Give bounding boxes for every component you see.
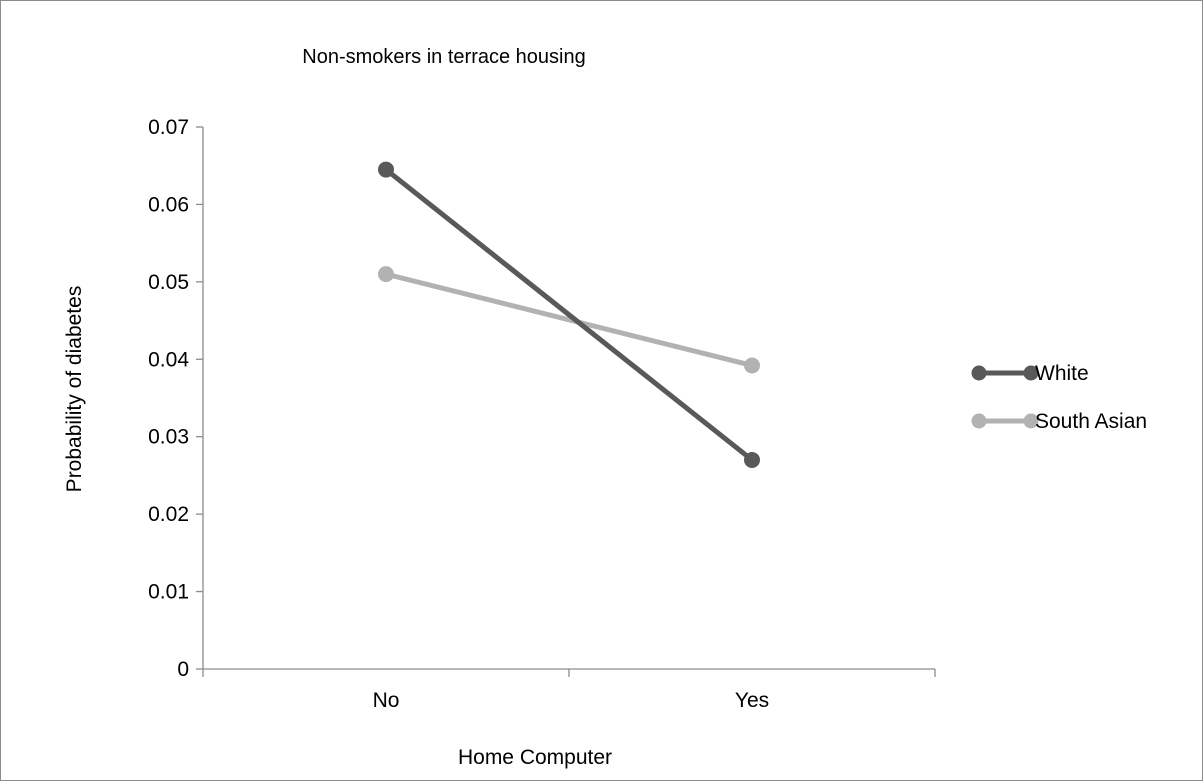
y-tick-label: 0.02 <box>148 503 189 526</box>
data-point-south-asian-yes <box>744 357 760 374</box>
legend-marker <box>1023 413 1039 429</box>
x-axis-title: Home Computer <box>458 746 612 769</box>
legend-label-white: White <box>1035 362 1089 385</box>
x-tick-label-no: No <box>373 689 400 712</box>
legend: White South Asian <box>971 362 1147 433</box>
axes: 0 0.01 0.02 0.03 0.04 0.05 0.06 0.07 No Yes <box>148 116 936 712</box>
data-point-white-yes <box>744 451 760 468</box>
y-tick-label: 0 <box>177 658 189 681</box>
chart-title: Non-smokers in terrace housing <box>302 46 585 68</box>
data-point-white-no <box>378 161 394 178</box>
y-tick-label: 0.05 <box>148 271 189 294</box>
y-tick-label: 0.06 <box>148 193 189 216</box>
legend-marker <box>971 365 987 381</box>
series-layer <box>378 161 760 468</box>
legend-item-south-asian: South Asian <box>971 410 1147 433</box>
y-tick-label: 0.07 <box>148 116 189 139</box>
y-tick-label: 0.03 <box>148 426 189 449</box>
series-line-white <box>384 167 754 462</box>
legend-label-south-asian: South Asian <box>1035 410 1147 433</box>
legend-item-white: White <box>971 362 1089 385</box>
y-tick-label: 0.04 <box>148 348 189 371</box>
legend-marker <box>1023 365 1039 381</box>
x-tick-label-yes: Yes <box>735 689 769 712</box>
series-white <box>378 161 760 468</box>
series-south-asian <box>378 266 760 374</box>
series-line-south-asian <box>385 271 753 368</box>
y-axis-title: Probability of diabetes <box>63 286 86 493</box>
data-point-south-asian-no <box>378 266 394 283</box>
legend-marker <box>971 413 987 429</box>
y-tick-label: 0.01 <box>148 581 189 604</box>
